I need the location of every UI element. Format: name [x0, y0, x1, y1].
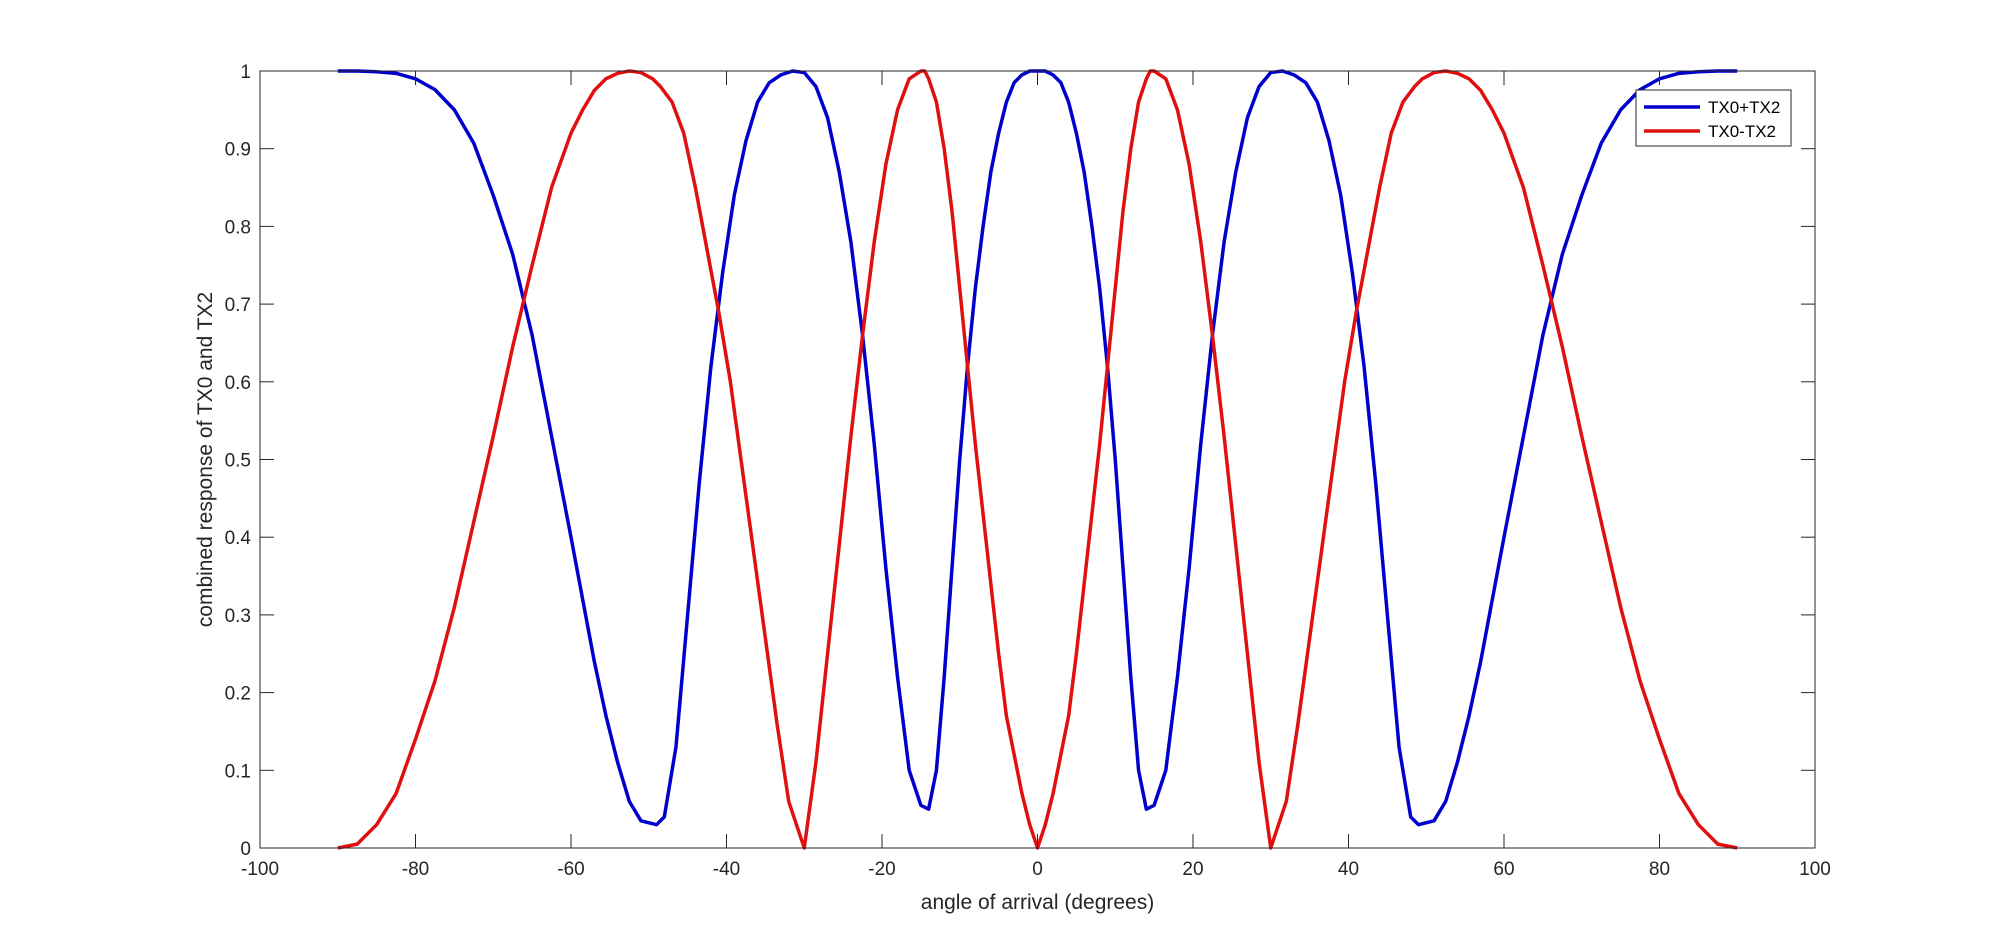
x-tick-label: -20: [868, 859, 895, 880]
legend-box: [1635, 89, 1792, 147]
y-tick-label: 0.4: [225, 528, 252, 549]
x-tick-label: -100: [241, 859, 279, 880]
y-axis-label: combined response of TX0 and TX2: [194, 292, 217, 627]
x-tick-label: 60: [1493, 859, 1514, 880]
x-tick-label: 40: [1338, 859, 1359, 880]
y-tick-label: 0: [240, 839, 251, 860]
x-tick-label: -40: [713, 859, 740, 880]
x-tick-label: 0: [1032, 859, 1043, 880]
y-tick-label: 0.5: [225, 451, 251, 472]
x-tick-label: 100: [1799, 859, 1831, 880]
x-tick-label: 80: [1649, 859, 1670, 880]
y-tick-label: 0.8: [225, 217, 251, 238]
y-tick-label: 0.9: [225, 140, 251, 161]
y-tick-label: 0.3: [225, 606, 251, 627]
x-tick-label: -60: [557, 859, 584, 880]
x-tick-label: -80: [402, 859, 429, 880]
x-tick-label: 20: [1182, 859, 1203, 880]
y-tick-label: 0.2: [225, 684, 251, 705]
y-tick-label: 1: [240, 62, 251, 83]
legend-label-tx0-plus-tx2: TX0+TX2: [1708, 98, 1780, 117]
tick-layer: -100 -80 -60 -40 -20 0 20 40 60 80 100 0 0.1 0.2 0.3 0.…: [225, 62, 1831, 880]
legend-label-tx0-minus-tx2: TX0-TX2: [1708, 122, 1776, 141]
y-tick-label: 0.7: [225, 295, 251, 316]
y-tick-label: 0.6: [225, 373, 251, 394]
x-axis-label: angle of arrival (degrees): [921, 891, 1154, 914]
y-tick-label: 0.1: [225, 761, 251, 782]
legend: TX0+TX2 TX0-TX2: [1635, 89, 1792, 147]
